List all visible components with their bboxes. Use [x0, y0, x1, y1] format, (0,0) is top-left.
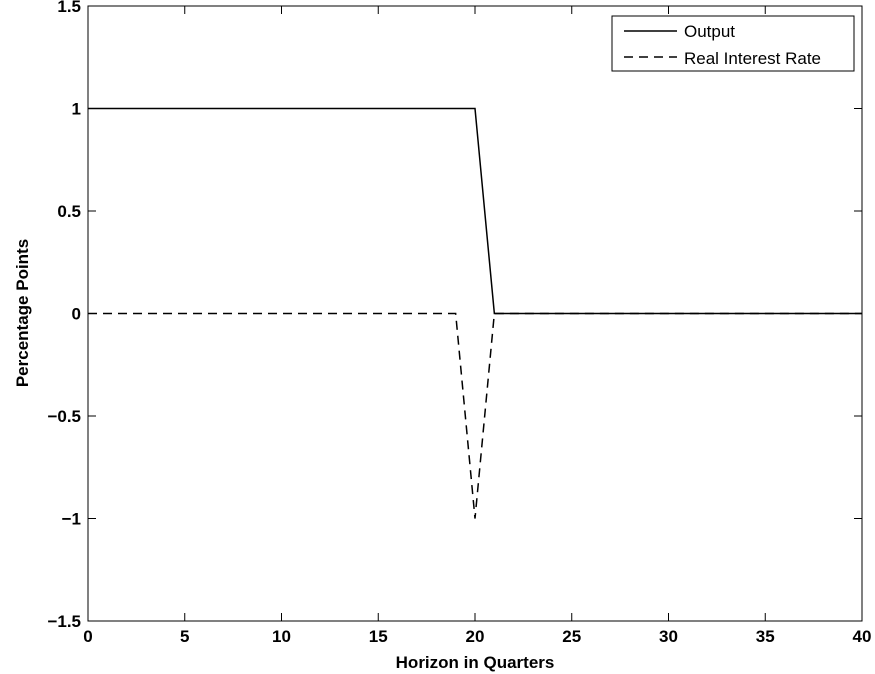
tick-layer: 0 5 10 15 20 25 30 35 40 −1.5 −1 −0.5 0 0.5 1 1.5	[47, 0, 871, 646]
y-tick-label: −1	[62, 510, 81, 529]
x-tick-label: 0	[83, 627, 92, 646]
x-axis-label: Horizon in Quarters	[396, 653, 555, 672]
y-tick-label: 1.5	[57, 0, 81, 16]
x-tick-label: 20	[466, 627, 485, 646]
y-tick-label: 0.5	[57, 202, 81, 221]
y-axis-label: Percentage Points	[13, 239, 32, 387]
legend: Output Real Interest Rate	[611, 15, 855, 72]
x-tick-label: 35	[756, 627, 775, 646]
legend-label-real-interest-rate: Real Interest Rate	[684, 49, 821, 68]
y-tick-label: −0.5	[47, 407, 81, 426]
x-tick-label: 40	[853, 627, 872, 646]
y-tick-label: −1.5	[47, 612, 81, 631]
legend-label-output: Output	[684, 22, 735, 41]
x-tick-label: 10	[272, 627, 291, 646]
legend-box	[611, 15, 855, 72]
x-tick-label: 15	[369, 627, 388, 646]
series-layer	[88, 107, 862, 519]
y-tick-label: 0	[72, 305, 81, 324]
series-line-real-interest-rate	[88, 312, 862, 519]
x-tick-label: 5	[180, 627, 189, 646]
y-tick-label: 1	[72, 100, 81, 119]
x-tick-label: 30	[659, 627, 678, 646]
x-tick-label: 25	[562, 627, 581, 646]
